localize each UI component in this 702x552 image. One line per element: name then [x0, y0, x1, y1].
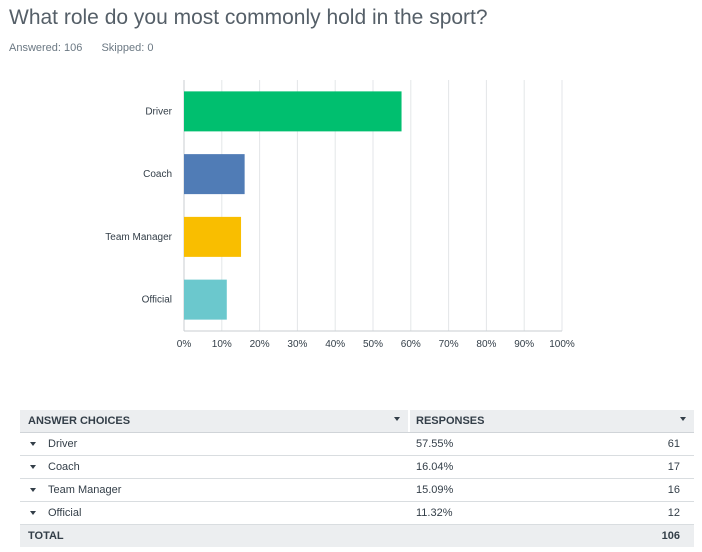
table-row[interactable]: Coach 16.04% 17	[20, 456, 694, 479]
row-percent: 57.55%	[416, 438, 454, 450]
x-tick-label: 80%	[476, 339, 496, 350]
bar[interactable]	[184, 216, 242, 257]
table-total-row: TOTAL 106	[20, 525, 694, 547]
answered-count: Answered: 106	[9, 42, 83, 54]
bar[interactable]	[184, 154, 245, 195]
responses-header[interactable]: RESPONSES	[410, 410, 550, 432]
answer-choices-header-label: ANSWER CHOICES	[28, 415, 131, 427]
bar[interactable]	[184, 279, 227, 320]
expand-caret-icon[interactable]	[30, 488, 36, 492]
table-row[interactable]: Driver 57.55% 61	[20, 433, 694, 456]
category-label: Driver	[145, 106, 172, 117]
category-label: Team Manager	[105, 232, 172, 243]
x-tick-label: 30%	[287, 339, 307, 350]
sort-down-icon[interactable]	[394, 417, 400, 421]
row-percent: 16.04%	[416, 461, 454, 473]
x-tick-label: 10%	[212, 339, 232, 350]
answer-choices-header[interactable]: ANSWER CHOICES	[20, 410, 410, 432]
x-tick-label: 40%	[325, 339, 345, 350]
row-count: 16	[667, 484, 680, 496]
responses-header-label: RESPONSES	[416, 415, 485, 427]
x-tick-label: 70%	[439, 339, 459, 350]
x-tick-label: 100%	[549, 339, 575, 350]
sort-down-icon[interactable]	[680, 417, 686, 421]
x-tick-label: 50%	[363, 339, 383, 350]
row-percent: 11.32%	[416, 507, 453, 519]
table-row[interactable]: Official 11.32% 12	[20, 502, 694, 525]
responses-table: ANSWER CHOICES RESPONSES Driver 57.55% 6…	[20, 410, 694, 547]
bar-chart: 0% 10% 20% 30% 40% 50% 60% 70% 80% 90% 100% Driver C…	[105, 80, 575, 350]
row-label: Team Manager	[48, 484, 122, 496]
response-stats: Answered: 106 Skipped: 0	[9, 42, 169, 54]
row-percent: 15.09%	[416, 484, 454, 496]
x-tick-label: 20%	[250, 339, 270, 350]
row-count: 61	[667, 438, 680, 450]
x-tick-label: 60%	[401, 339, 421, 350]
row-label: Coach	[48, 461, 80, 473]
expand-caret-icon[interactable]	[30, 511, 36, 515]
table-row[interactable]: Team Manager 15.09% 16	[20, 479, 694, 502]
total-label: TOTAL	[28, 530, 64, 542]
category-label: Official	[142, 295, 172, 306]
expand-caret-icon[interactable]	[30, 442, 36, 446]
x-tick-label: 90%	[514, 339, 534, 350]
row-label: Driver	[48, 438, 78, 450]
bar[interactable]	[184, 91, 402, 132]
category-label: Coach	[143, 169, 172, 180]
row-count: 17	[667, 461, 680, 473]
row-label: Official	[48, 507, 82, 519]
row-count: 12	[667, 507, 680, 519]
expand-caret-icon[interactable]	[30, 465, 36, 469]
table-header-row: ANSWER CHOICES RESPONSES	[20, 410, 694, 433]
x-tick-label: 0%	[177, 339, 192, 350]
total-count: 106	[661, 530, 680, 542]
responses-header-sort[interactable]	[550, 410, 694, 432]
skipped-count: Skipped: 0	[101, 42, 154, 54]
question-title: What role do you most commonly hold in t…	[9, 6, 488, 29]
